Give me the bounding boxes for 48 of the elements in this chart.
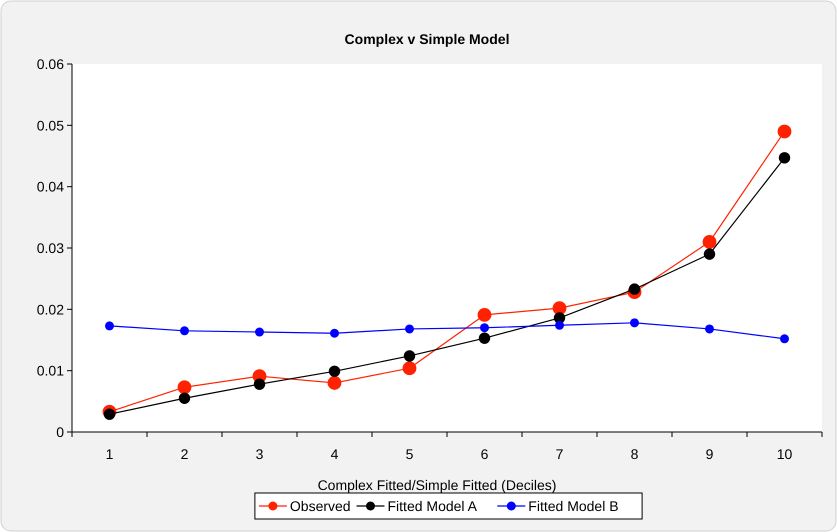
- point: [404, 350, 416, 362]
- point: [180, 326, 189, 336]
- x-tick-label: 4: [330, 446, 339, 462]
- y-tick-label: 0.06: [36, 56, 64, 72]
- point: [480, 323, 489, 332]
- x-tick-label: 2: [180, 446, 189, 462]
- point: [552, 301, 566, 316]
- x-tick-label: 3: [256, 446, 264, 462]
- point: [104, 408, 116, 420]
- x-tick-label: 7: [556, 446, 564, 462]
- point: [705, 324, 714, 334]
- point: [478, 332, 490, 344]
- x-tick-label: 1: [106, 446, 114, 462]
- y-tick-label: 0.04: [36, 178, 64, 195]
- point: [328, 366, 340, 377]
- point: [105, 321, 114, 330]
- y-tick-label: 0.02: [36, 301, 64, 318]
- x-tick-label: 6: [480, 446, 489, 462]
- point: [255, 328, 264, 337]
- x-tick-label: 9: [706, 446, 714, 462]
- point: [330, 328, 339, 338]
- x-tick-label: 10: [776, 446, 792, 462]
- point: [178, 380, 192, 394]
- x-axis-title: Complex Fitted/Simple Fitted (Deciles): [318, 477, 556, 493]
- point: [704, 248, 716, 260]
- point: [778, 152, 790, 164]
- point: [630, 318, 639, 328]
- point: [254, 378, 266, 390]
- x-tick-label: 8: [630, 446, 639, 462]
- point: [478, 308, 492, 322]
- y-tick-label: 0: [56, 424, 64, 440]
- point: [178, 392, 190, 404]
- y-tick-label: 0.05: [36, 117, 64, 134]
- point: [780, 334, 789, 344]
- legend-label: Observed: [290, 498, 351, 514]
- y-tick-label: 0.01: [36, 362, 64, 379]
- chart-title: Complex v Simple Model: [344, 31, 510, 47]
- y-tick-label: 0.03: [36, 240, 64, 256]
- point: [702, 234, 716, 249]
- point: [402, 361, 416, 376]
- legend-label: Fitted Model A: [388, 498, 478, 514]
- point: [405, 324, 414, 334]
- point: [628, 283, 640, 295]
- point: [555, 320, 564, 330]
- legend-label: Fitted Model B: [528, 498, 619, 514]
- x-tick-label: 5: [406, 446, 414, 462]
- point: [778, 124, 792, 138]
- point: [328, 376, 342, 390]
